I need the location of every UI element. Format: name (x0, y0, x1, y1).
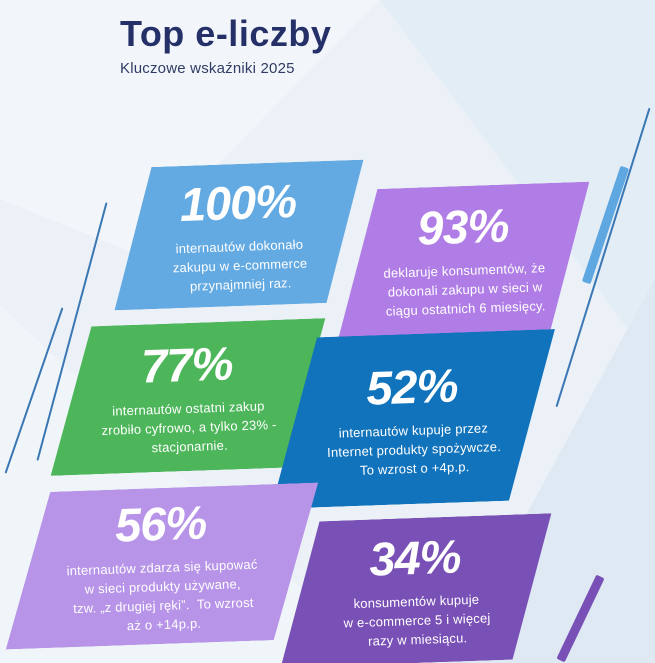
stat-value: 52% (365, 357, 459, 415)
stat-card-5: 56% internautów zdarza się kupować w sie… (0, 482, 323, 649)
diagonal-line-right (555, 107, 651, 408)
stat-description: deklaruje konsumentów, że dokonali zakup… (383, 260, 546, 319)
diagonal-stripe-blue (581, 165, 630, 285)
stat-description: internautów zdarza się kupować w sieci p… (66, 556, 258, 634)
stat-description: internautów ostatni zakup zrobiło cyfrow… (101, 397, 277, 455)
page-subtitle: Kluczowe wskaźniki 2025 (120, 60, 295, 77)
stat-value: 34% (368, 529, 462, 586)
stat-card-6: 34% konsumentów kupuje w e-commerce 5 i … (276, 513, 557, 663)
stat-value: 93% (416, 198, 510, 255)
stat-description: internautów kupuje przez Internet produk… (326, 419, 502, 478)
stat-description: internautów dokonało zakupu w e-commerce… (172, 236, 308, 294)
diagonal-stripe-purple (556, 574, 605, 663)
stat-value: 77% (140, 335, 234, 393)
stat-value: 100% (178, 173, 297, 231)
stat-description: konsumentów kupuje w e-commerce 5 i więc… (343, 591, 491, 649)
stat-card-2: 93% deklaruje konsumentów, że dokonali z… (334, 182, 595, 338)
stat-value: 56% (114, 495, 207, 552)
page-title: Top e-liczby (120, 13, 332, 54)
stat-card-1: 100% internautów dokonało zakupu w e-com… (110, 160, 369, 311)
